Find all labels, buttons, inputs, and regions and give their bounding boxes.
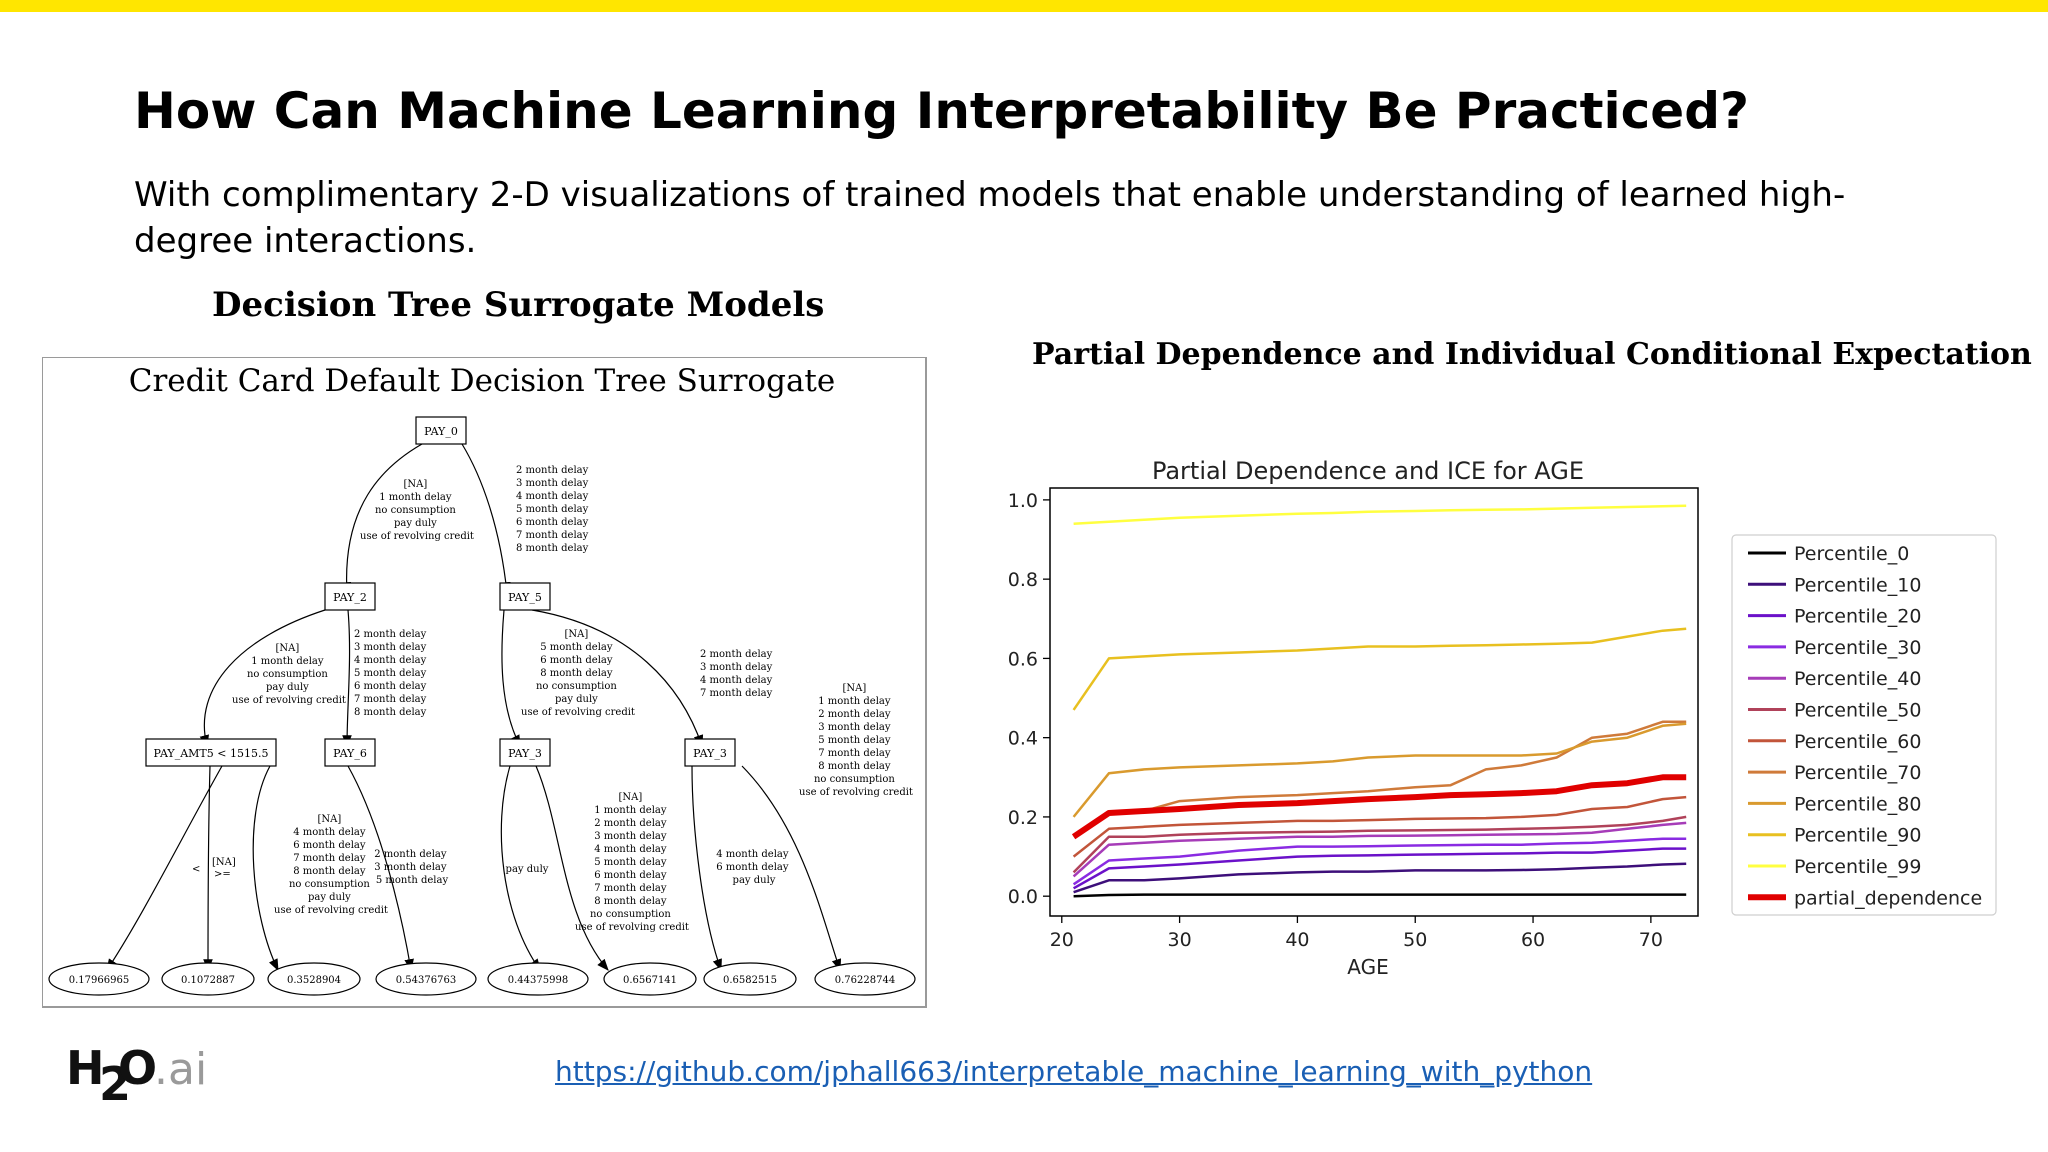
tree-node-payamt5: PAY_AMT5 < 1515.5 — [154, 747, 269, 760]
chart-legend: Percentile_0 Percentile_10 Percentile_20 Pe… — [1748, 543, 1982, 909]
legend-label: Percentile_90 — [1794, 825, 1921, 847]
tree-leaf: 0.54376763 — [396, 975, 456, 986]
tree-leaf: 0.17966965 — [69, 975, 129, 986]
svg-text:.ai: .ai — [154, 1044, 207, 1095]
x-tick-label: 60 — [1521, 929, 1545, 951]
legend-label: Percentile_50 — [1794, 700, 1921, 722]
y-axis: 0.0 0.2 0.4 0.6 0.8 1.0 — [1008, 490, 1050, 908]
series-line-percentile-70 — [1072, 720, 1687, 838]
edge-pay3a-left: pay duly — [506, 864, 549, 875]
tree-title: Credit Card Default Decision Tree Surrog… — [129, 363, 835, 399]
chart-title: Partial Dependence and ICE for AGE — [1152, 457, 1584, 485]
tree-leaf: 0.1072887 — [181, 975, 235, 986]
tree-leaf: 0.6567141 — [623, 975, 677, 986]
tree-node-pay2: PAY_2 — [333, 591, 367, 604]
y-tick-label: 0.0 — [1008, 886, 1038, 908]
top-accent-bar — [0, 0, 2048, 12]
legend-label: Percentile_10 — [1794, 574, 1921, 596]
tree-node-pay5: PAY_5 — [508, 591, 542, 604]
decision-tree-diagram: Credit Card Default Decision Tree Surrog… — [42, 357, 927, 1008]
series-line-partial-dependence — [1071, 774, 1687, 840]
legend-label: Percentile_20 — [1794, 606, 1921, 628]
edge-pay6-right: 2 month delay 3 month delay 5 month dela… — [374, 849, 449, 886]
edge-payamt5-left: < — [192, 864, 200, 875]
legend-label: Percentile_70 — [1794, 762, 1921, 784]
y-tick-label: 0.6 — [1008, 648, 1038, 670]
series-line-percentile-30 — [1072, 837, 1687, 886]
legend-label: Percentile_30 — [1794, 637, 1921, 659]
edge-pay3b-left: 4 month delay 6 month delay pay duly — [716, 849, 791, 886]
plot-area-frame — [1049, 487, 1699, 917]
tree-leaf: 0.3528904 — [287, 975, 341, 986]
x-axis: 20 30 40 50 60 70 — [1050, 916, 1663, 951]
x-tick-label: 50 — [1403, 929, 1427, 951]
edge-pay2-left: [NA] 1 month delay no consumption pay du… — [232, 643, 346, 706]
tree-node-pay3a: PAY_3 — [508, 747, 542, 760]
svg-text:H: H — [66, 1041, 105, 1095]
series-line-percentile-90 — [1072, 627, 1687, 711]
pd-ice-chart: Partial Dependence and ICE for AGE 20 30 4… — [1008, 457, 1997, 979]
series-line-percentile-99 — [1073, 504, 1687, 525]
x-tick-label: 70 — [1639, 929, 1663, 951]
tree-leaf: 0.44375998 — [508, 975, 568, 986]
edge-pay6-left: [NA] 4 month delay 6 month delay 7 month… — [274, 814, 388, 916]
series-line-percentile-80 — [1072, 722, 1687, 818]
series-line-percentile-50 — [1072, 815, 1687, 874]
y-tick-label: 1.0 — [1008, 490, 1038, 512]
tree-node-pay3b: PAY_3 — [693, 747, 727, 760]
svg-text:O: O — [118, 1041, 157, 1095]
legend-label: Percentile_40 — [1794, 668, 1921, 690]
chart-series-group — [1071, 504, 1687, 898]
y-tick-label: 0.2 — [1008, 807, 1038, 829]
legend-label: Percentile_0 — [1794, 543, 1909, 565]
edge-pay0-right: 2 month delay 3 month delay 4 month dela… — [516, 465, 591, 554]
right-section-title: Partial Dependence and Individual Condit… — [1032, 337, 2032, 372]
y-tick-label: 0.8 — [1008, 569, 1038, 591]
series-line-percentile-0 — [1073, 893, 1687, 898]
chart-legend-frame — [1731, 534, 1997, 916]
tree-leaf: 0.6582515 — [723, 975, 777, 986]
x-tick-label: 30 — [1168, 929, 1192, 951]
y-tick-label: 0.4 — [1008, 728, 1038, 750]
legend-label: Percentile_60 — [1794, 731, 1921, 753]
x-tick-label: 40 — [1285, 929, 1309, 951]
series-line-percentile-40 — [1072, 821, 1687, 878]
h2o-ai-logo: H 2 O .ai — [66, 1041, 207, 1104]
left-section-title: Decision Tree Surrogate Models — [212, 285, 825, 325]
series-line-percentile-60 — [1072, 795, 1687, 858]
edge-pay3a-right: [NA] 1 month delay 2 month delay 3 month… — [575, 792, 689, 933]
legend-label: Percentile_99 — [1794, 856, 1921, 878]
tree-leaf: 0.76228744 — [835, 975, 895, 986]
edge-pay3b-right: [NA] 1 month delay 2 month delay 3 month… — [799, 683, 913, 798]
github-link[interactable]: https://github.com/jphall663/interpretab… — [555, 1055, 1593, 1088]
edge-pay0-left: [NA] 1 month delay no consumption pay du… — [360, 479, 474, 542]
legend-label: Percentile_80 — [1794, 793, 1921, 815]
x-axis-label: AGE — [1347, 955, 1388, 979]
series-line-percentile-10 — [1073, 862, 1687, 894]
edge-pay5-right: 2 month delay 3 month delay 4 month dela… — [700, 649, 775, 699]
slide-subtitle: With complimentary 2-D visualizations of… — [134, 175, 1846, 261]
edge-payamt5-right: [NA] >= — [212, 857, 239, 880]
edge-pay5-left: [NA] 5 month delay 6 month delay 8 month… — [521, 629, 635, 718]
tree-node-pay0: PAY_0 — [424, 425, 458, 438]
series-line-percentile-20 — [1072, 847, 1687, 890]
edge-pay2-right: 2 month delay 3 month delay 4 month dela… — [354, 629, 429, 718]
svg-text:2: 2 — [99, 1057, 131, 1104]
x-tick-label: 20 — [1050, 929, 1074, 951]
tree-node-pay6: PAY_6 — [333, 747, 367, 760]
legend-label: partial_dependence — [1794, 887, 1982, 909]
slide-title: How Can Machine Learning Interpretabilit… — [134, 82, 1749, 140]
